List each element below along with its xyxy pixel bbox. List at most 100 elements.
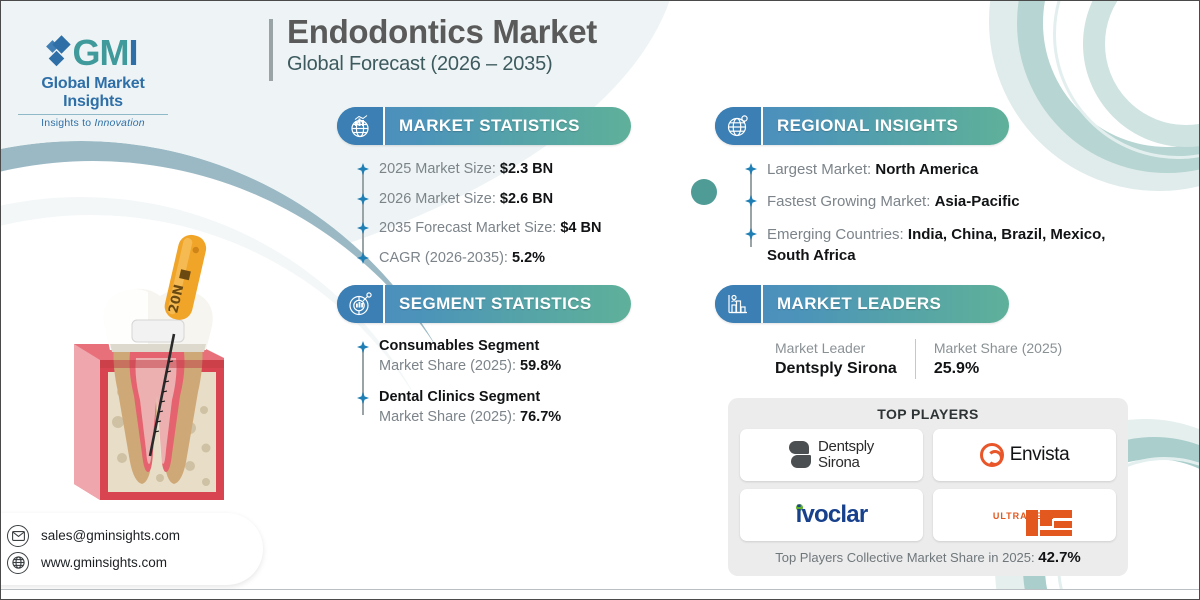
item-label: Fastest Growing Market: (767, 193, 935, 211)
item-label: 2035 Forecast Market Size: (379, 220, 561, 237)
top-players-panel: TOP PLAYERS Dentsply Sirona Envista (728, 398, 1128, 576)
market-share-caption: Market Share (2025) (933, 340, 1063, 356)
player-name: ULTRADENT (992, 510, 1057, 521)
player-card-ivoclar[interactable]: ivoclar (740, 489, 923, 541)
list-item-text: 2035 Forecast Market Size: $4 BN (379, 218, 601, 239)
ivoclar-dot-icon (795, 503, 803, 511)
item-value: India, China, Brazil, Mexico, South Afri… (767, 225, 1106, 264)
section-header-segment-statistics: SEGMENT STATISTICS (337, 285, 631, 323)
item-value: $2.3 BN (499, 161, 554, 177)
gmi-letter-g: G (72, 32, 100, 73)
tooth-cross-section-illustration: 20N (56, 226, 256, 516)
title-accent-bar (269, 19, 273, 81)
contact-website: www.gminsights.com (41, 555, 168, 570)
segment-block: Consumables Segment Market Share (2025):… (379, 337, 561, 374)
section-header-regional-insights: REGIONAL INSIGHTS (715, 107, 1009, 145)
background-ring-top-right-2 (1017, 1, 1199, 173)
item-value: $2.6 BN (499, 190, 554, 207)
envista-spiral-icon (979, 443, 1004, 467)
segment-statistics-list: Consumables Segment Market Share (2025):… (357, 337, 647, 439)
market-leader-block: Market Leader Dentsply Sirona Market Sha… (775, 339, 1062, 379)
segment-share-value: 76.7% (520, 409, 562, 425)
player-card-dentsply-sirona[interactable]: Dentsply Sirona (740, 429, 923, 481)
dentsply-sirona-wordmark: Dentsply Sirona (818, 439, 874, 471)
player-name-line1: Dentsply (818, 438, 874, 456)
section-label-market-leaders: MARKET LEADERS (777, 294, 942, 313)
top-players-collective-share: Top Players Collective Market Share in 2… (740, 549, 1116, 566)
diamond-bullet-icon (745, 195, 757, 208)
contact-email-row[interactable]: sales@gminsights.com (7, 522, 263, 549)
list-item-text: Emerging Countries: India, China, Brazil… (767, 224, 1125, 267)
section-header-market-leaders: MARKET LEADERS (715, 285, 1009, 323)
segment-heading: Consumables Segment (379, 338, 540, 354)
segment-share-label: Market Share (2025): (379, 409, 521, 425)
diamond-bullet-icon (745, 163, 757, 175)
diamond-bullet-icon (357, 192, 369, 205)
market-statistics-list: 2025 Market Size: $2.3 BN 2026 Market Si… (357, 159, 657, 277)
tagline-prefix: Insights to (41, 117, 95, 129)
podium-icon (715, 285, 763, 323)
diamond-bullet-icon (357, 222, 369, 235)
gmi-logo-mark: GMI (13, 29, 173, 71)
player-card-envista[interactable]: Envista (933, 429, 1116, 481)
envelope-icon (7, 524, 29, 547)
list-item: Largest Market: North America (745, 159, 1125, 180)
list-connector-line (362, 169, 364, 261)
segment-share: Market Share (2025): 76.7% (379, 409, 561, 425)
list-connector-line (362, 347, 364, 415)
background-ring-top-right-3 (1053, 1, 1199, 159)
list-item: 2035 Forecast Market Size: $4 BN (357, 218, 657, 239)
gmi-logo-tagline: Insights to Innovation (13, 117, 173, 129)
list-item: Emerging Countries: India, China, Brazil… (745, 224, 1125, 267)
diamond-bullet-icon (745, 227, 757, 240)
market-share-column: Market Share (2025) 25.9% (934, 339, 1062, 379)
section-label-segment-statistics: SEGMENT STATISTICS (399, 294, 592, 313)
diamond-bullet-icon (357, 392, 369, 404)
market-leader-divider (914, 339, 916, 379)
item-value: Asia-Pacific (934, 193, 1020, 211)
list-item-text: Fastest Growing Market: Asia-Pacific (767, 191, 1020, 212)
diamond-icon (46, 35, 72, 71)
segment-share-value: 59.8% (520, 358, 562, 374)
contact-website-row[interactable]: www.gminsights.com (7, 549, 263, 576)
title-main: Endodontics Market (287, 13, 597, 50)
gmi-logo-divider (18, 114, 168, 115)
section-header-market-statistics: MARKET STATISTICS (337, 107, 631, 145)
top-players-title: TOP PLAYERS (877, 406, 979, 422)
background-ring-top-right-4 (1083, 1, 1199, 147)
item-value: North America (875, 161, 979, 178)
list-item-text: 2026 Market Size: $2.6 BN (379, 189, 553, 210)
player-name: ivoclar (795, 501, 869, 528)
list-item: CAGR (2026-2035): 5.2% (357, 248, 657, 269)
list-item-text: 2025 Market Size: $2.3 BN (379, 159, 553, 180)
gmi-logo-name: Global Market Insights (41, 75, 145, 110)
list-item: Fastest Growing Market: Asia-Pacific (745, 191, 1125, 212)
item-value: 5.2% (511, 249, 546, 266)
pie-target-icon (337, 285, 385, 323)
segment-share: Market Share (2025): 59.8% (379, 358, 561, 374)
market-leader-column: Market Leader Dentsply Sirona (775, 339, 897, 379)
envista-logo: Envista (979, 443, 1070, 467)
list-item: 2025 Market Size: $2.3 BN (357, 159, 657, 180)
diamond-bullet-icon (357, 341, 369, 353)
item-label: 2026 Market Size: (379, 190, 500, 207)
list-item: Consumables Segment Market Share (2025):… (357, 337, 647, 374)
collective-share-label: Top Players Collective Market Share in 2… (775, 550, 1039, 565)
market-share-value: 25.9% (933, 359, 980, 377)
globe-pin-icon (715, 107, 763, 145)
bottom-divider (1, 589, 1199, 599)
dentsply-sirona-logo: Dentsply Sirona (789, 439, 874, 471)
list-item: Dental Clinics Segment Market Share (202… (357, 388, 647, 425)
contact-email: sales@gminsights.com (41, 528, 181, 543)
market-leader-name: Dentsply Sirona (775, 359, 897, 377)
segment-block: Dental Clinics Segment Market Share (202… (379, 388, 561, 425)
list-item-text: Largest Market: North America (767, 159, 978, 180)
item-label: 2025 Market Size: (379, 161, 500, 177)
list-item: 2026 Market Size: $2.6 BN (357, 189, 657, 210)
ultradent-logo: ULTRADENT (992, 509, 1073, 536)
globe-chart-icon (337, 107, 385, 145)
player-card-ultradent[interactable]: ULTRADENT (933, 489, 1116, 541)
diamond-bullet-icon (357, 163, 369, 175)
regional-insights-list: Largest Market: North America Fastest Gr… (745, 159, 1125, 277)
